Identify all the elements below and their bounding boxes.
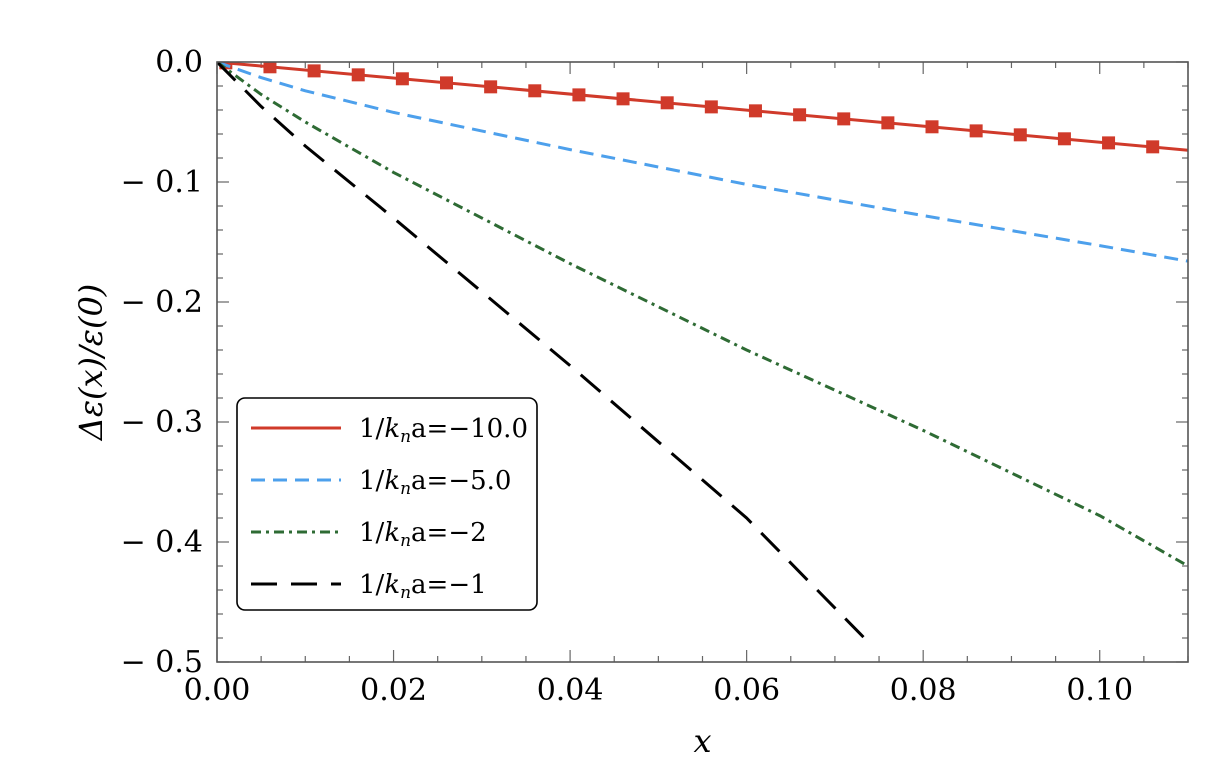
legend-label-1: 1/kna=−5.0: [359, 466, 511, 499]
legend-label-2: 1/kna=−2: [359, 518, 487, 551]
y-axis-label: Δε(x)/ε(0): [72, 284, 110, 443]
series-marker: [660, 96, 674, 110]
legend-label-suffix: a=−10.0: [411, 414, 528, 444]
legend-label-prefix: 1/: [359, 466, 385, 496]
legend-label-sub: n: [400, 479, 411, 499]
legend-label-suffix: a=−2: [411, 518, 487, 548]
x-axis-label: x: [693, 722, 711, 760]
series-marker: [351, 68, 365, 82]
legend-label-prefix: 1/: [359, 518, 385, 548]
series-marker: [1057, 132, 1071, 146]
series-marker: [925, 120, 939, 134]
x-tick-label: 0.04: [537, 673, 604, 708]
series-line-1: [217, 62, 1188, 263]
legend-label-sub: n: [400, 427, 411, 447]
legend-box: [236, 397, 538, 611]
x-tick-label: 0.10: [1066, 673, 1133, 708]
series-line-2: [217, 62, 1188, 568]
legend-label-0: 1/kna=−10.0: [359, 414, 528, 447]
legend-label-prefix: 1/: [359, 414, 385, 444]
x-tick-label: 0.00: [184, 673, 251, 708]
series-marker: [837, 112, 851, 126]
tick-labels: 0.00 0.02 0.04 0.06 0.08 0.10 0.0 − 0.1 − 0.2 − 0…: [121, 45, 1134, 708]
x-tick-label: 0.08: [890, 673, 957, 708]
legend-label-suffix: a=−1: [411, 570, 487, 600]
legend-label-k: k: [384, 518, 400, 548]
series-marker: [572, 88, 586, 102]
y-tick-label: − 0.5: [121, 645, 203, 680]
series-marker: [440, 76, 454, 90]
series-marker: [263, 62, 277, 74]
legend-label-sub: n: [400, 583, 411, 603]
series-line-3: [217, 62, 872, 646]
legend-label-suffix: a=−5.0: [411, 466, 511, 496]
y-tick-label: 0.0: [155, 45, 203, 80]
x-tick-label: 0.06: [713, 673, 780, 708]
series-layer: [217, 62, 1188, 646]
legend-label-k: k: [384, 570, 400, 600]
legend-label-sub: n: [400, 531, 411, 551]
series-marker: [616, 92, 630, 106]
plot-frame: [216, 61, 1189, 663]
y-tick-label: − 0.2: [121, 285, 203, 320]
x-tick-label: 0.02: [360, 673, 427, 708]
series-marker: [395, 72, 409, 86]
y-tick-label: − 0.4: [121, 525, 203, 560]
y-tick-label: − 0.3: [121, 405, 203, 440]
series-marker: [307, 64, 321, 78]
y-tick-label: − 0.1: [121, 165, 203, 200]
series-marker: [1102, 136, 1116, 150]
series-marker: [793, 108, 807, 122]
series-marker: [1013, 128, 1027, 142]
series-marker: [528, 84, 542, 98]
series-marker: [881, 116, 895, 130]
series-marker: [1146, 140, 1160, 154]
series-marker: [484, 80, 498, 94]
legend-label-3: 1/kna=−1: [359, 570, 487, 603]
legend-label-k: k: [384, 466, 400, 496]
legend: 1/kna=−10.01/kna=−5.01/kna=−21/kna=−1: [236, 397, 538, 611]
legend-label-prefix: 1/: [359, 570, 385, 600]
legend-label-k: k: [384, 414, 400, 444]
series-marker: [969, 124, 983, 138]
series-marker: [748, 104, 762, 118]
series-marker: [704, 100, 718, 114]
